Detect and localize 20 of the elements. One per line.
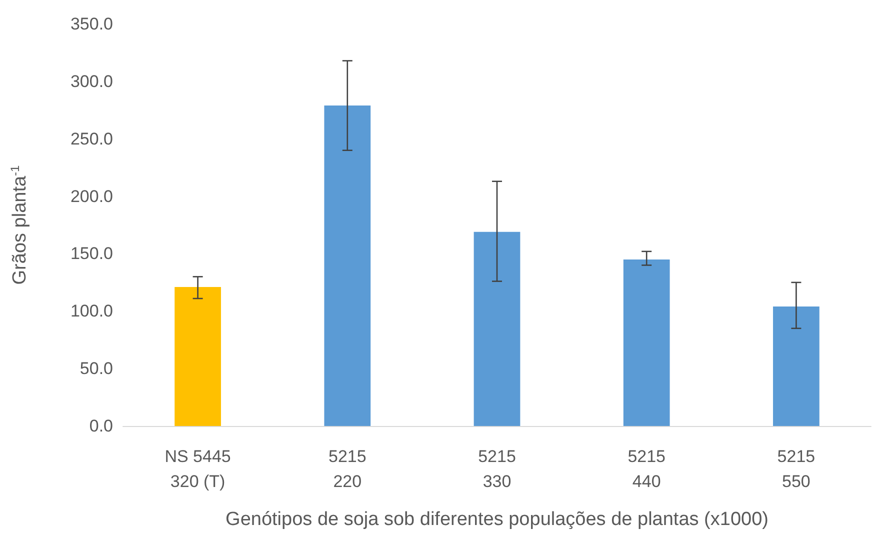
y-tick-label: 250.0 xyxy=(70,129,113,148)
x-tick-label: 5215 330 xyxy=(478,447,516,491)
x-tick-label: 5215 550 xyxy=(777,447,816,491)
bar xyxy=(174,287,221,426)
y-tick-label: 350.0 xyxy=(70,14,113,34)
y-tick-label: 50.0 xyxy=(80,359,113,378)
bar xyxy=(324,106,371,426)
bar xyxy=(773,306,820,426)
y-tick-label: 200.0 xyxy=(70,186,113,206)
y-axis-title: Grãos planta-1 xyxy=(8,164,30,285)
bar xyxy=(474,232,520,426)
y-tick-label: 100.0 xyxy=(70,302,113,321)
y-tick-label: 0.0 xyxy=(89,416,113,436)
y-tick-label: 150.0 xyxy=(70,244,113,264)
x-tick-label: 5215 220 xyxy=(328,447,366,491)
bar xyxy=(623,259,670,426)
x-axis-title: Genótipos de soja sob diferentes populações de plantas (x1000) xyxy=(226,509,768,530)
y-tick-label: 300.0 xyxy=(70,72,113,91)
x-tick-label: 5215 440 xyxy=(628,447,666,491)
x-tick-label: NS 5445 320 (T) xyxy=(164,447,231,491)
